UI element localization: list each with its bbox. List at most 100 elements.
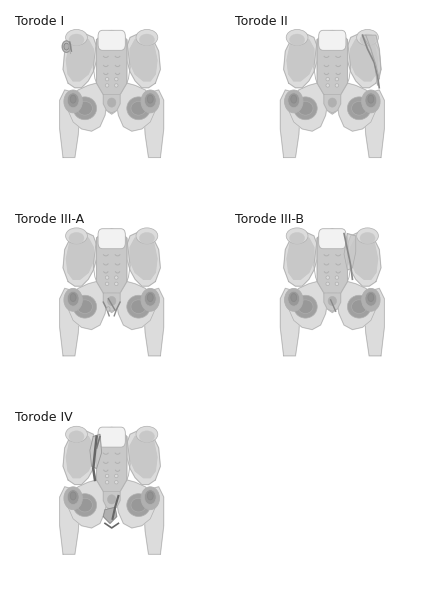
Polygon shape (362, 35, 381, 85)
Ellipse shape (368, 294, 374, 301)
Polygon shape (67, 37, 93, 81)
Polygon shape (107, 293, 117, 312)
Ellipse shape (70, 492, 76, 500)
Polygon shape (103, 293, 120, 311)
Ellipse shape (139, 431, 155, 442)
Ellipse shape (70, 95, 76, 103)
Polygon shape (130, 434, 157, 478)
Ellipse shape (107, 495, 116, 504)
Polygon shape (127, 231, 160, 286)
Ellipse shape (147, 95, 153, 103)
Ellipse shape (115, 77, 118, 81)
Ellipse shape (298, 101, 313, 115)
Polygon shape (347, 33, 381, 88)
Polygon shape (107, 95, 117, 114)
FancyBboxPatch shape (319, 30, 346, 50)
Polygon shape (117, 83, 155, 131)
Ellipse shape (62, 41, 71, 53)
Ellipse shape (335, 276, 339, 279)
Polygon shape (287, 37, 314, 81)
Polygon shape (143, 487, 164, 554)
Ellipse shape (330, 300, 335, 309)
Polygon shape (351, 236, 377, 279)
Ellipse shape (64, 289, 82, 311)
Ellipse shape (69, 233, 84, 244)
Ellipse shape (291, 95, 297, 103)
Polygon shape (103, 507, 117, 524)
Polygon shape (280, 289, 301, 356)
Ellipse shape (131, 101, 146, 115)
Ellipse shape (64, 487, 82, 510)
Polygon shape (63, 231, 97, 286)
Ellipse shape (77, 101, 92, 115)
Ellipse shape (335, 77, 339, 81)
Polygon shape (324, 293, 341, 311)
Ellipse shape (147, 294, 153, 301)
Polygon shape (60, 90, 80, 158)
Ellipse shape (352, 101, 367, 115)
Ellipse shape (127, 97, 150, 120)
Polygon shape (287, 236, 314, 279)
Ellipse shape (109, 101, 114, 111)
Ellipse shape (66, 30, 87, 45)
Ellipse shape (294, 97, 317, 120)
Ellipse shape (286, 30, 308, 45)
Polygon shape (364, 289, 384, 356)
Ellipse shape (115, 84, 118, 87)
Ellipse shape (66, 228, 87, 244)
Ellipse shape (362, 289, 380, 311)
Polygon shape (130, 236, 157, 279)
Ellipse shape (64, 90, 82, 113)
Polygon shape (60, 289, 80, 356)
Ellipse shape (136, 228, 158, 244)
Polygon shape (127, 429, 160, 484)
Ellipse shape (298, 300, 313, 313)
Ellipse shape (291, 294, 297, 301)
Polygon shape (324, 95, 341, 113)
Polygon shape (97, 31, 127, 97)
Polygon shape (337, 83, 376, 131)
Ellipse shape (289, 34, 305, 45)
Text: Torode II: Torode II (235, 14, 288, 28)
Ellipse shape (69, 34, 84, 45)
Ellipse shape (360, 233, 375, 244)
Polygon shape (337, 281, 376, 330)
Polygon shape (351, 37, 377, 81)
Polygon shape (143, 90, 164, 158)
Ellipse shape (294, 295, 317, 318)
Ellipse shape (73, 493, 97, 516)
Ellipse shape (115, 481, 118, 484)
Ellipse shape (109, 300, 114, 309)
Ellipse shape (141, 289, 159, 311)
Ellipse shape (352, 300, 367, 313)
Polygon shape (344, 234, 356, 270)
Polygon shape (327, 293, 337, 312)
FancyBboxPatch shape (98, 427, 125, 447)
Polygon shape (97, 229, 127, 295)
Ellipse shape (131, 498, 146, 512)
Ellipse shape (77, 300, 92, 313)
Ellipse shape (136, 30, 158, 45)
Ellipse shape (105, 276, 109, 279)
Ellipse shape (288, 291, 300, 306)
Ellipse shape (107, 98, 116, 107)
Ellipse shape (69, 431, 84, 442)
Text: Torode III-B: Torode III-B (235, 213, 304, 226)
Ellipse shape (285, 90, 303, 113)
Polygon shape (63, 429, 97, 484)
Polygon shape (68, 281, 107, 330)
Ellipse shape (105, 474, 109, 478)
Ellipse shape (285, 289, 303, 311)
Ellipse shape (73, 295, 97, 318)
Polygon shape (63, 33, 97, 88)
Ellipse shape (70, 294, 76, 301)
Ellipse shape (335, 84, 339, 87)
Ellipse shape (360, 34, 375, 45)
Ellipse shape (326, 282, 329, 286)
Ellipse shape (326, 84, 329, 87)
Polygon shape (68, 480, 107, 528)
Ellipse shape (286, 228, 308, 244)
Ellipse shape (77, 498, 92, 512)
Ellipse shape (357, 228, 378, 244)
Ellipse shape (141, 487, 159, 510)
